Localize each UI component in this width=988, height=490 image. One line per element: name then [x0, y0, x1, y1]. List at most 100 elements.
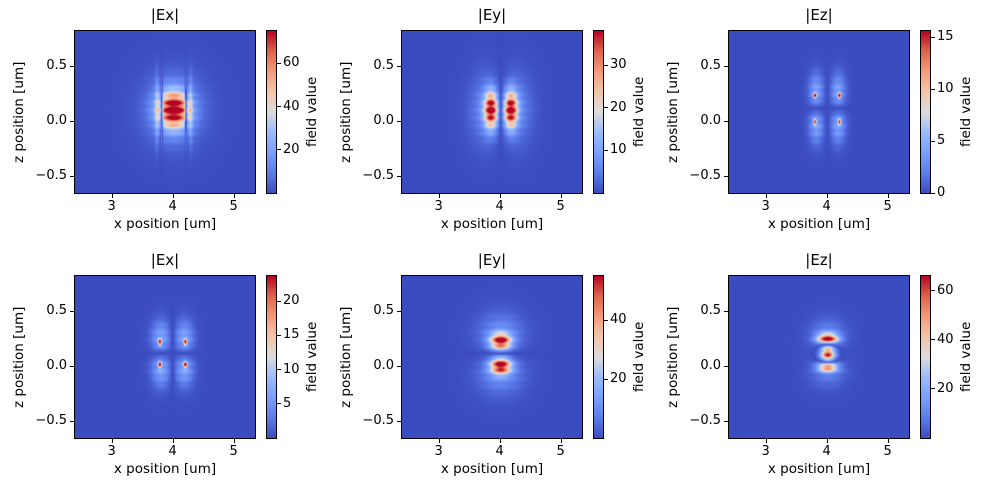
heatmap-plot: [401, 275, 583, 439]
colorbar-tick-mark: [277, 62, 281, 64]
colorbar-tick-mark: [931, 140, 935, 142]
x-axis-label: x position [um]: [440, 216, 544, 232]
colorbar-tick-label: 5: [283, 395, 292, 411]
y-axis-tick-label: −0.5: [689, 168, 721, 184]
colorbar-tick-mark: [277, 369, 281, 371]
y-axis-tick-label: 0.5: [373, 58, 394, 74]
colorbar: [266, 30, 277, 194]
y-tick-mark: [397, 310, 401, 312]
y-axis-tick-label: 0.0: [373, 358, 394, 374]
colorbar-tick-label: 60: [937, 282, 954, 298]
plot-title: |Ex|: [150, 251, 180, 269]
x-tick-mark: [765, 439, 767, 443]
colorbar-label: field value: [631, 321, 647, 393]
colorbar: [920, 30, 931, 194]
x-tick-mark: [172, 194, 174, 198]
heatmap-canvas: [75, 276, 255, 438]
y-axis-tick-label: −0.5: [689, 413, 721, 429]
colorbar-tick-mark: [604, 378, 608, 380]
x-axis-tick-label: 5: [883, 199, 892, 214]
colorbar-tick-mark: [277, 300, 281, 302]
colorbar-tick-mark: [931, 36, 935, 38]
y-tick-mark: [724, 175, 728, 177]
colorbar-canvas: [921, 276, 930, 438]
x-axis-tick-label: 3: [107, 199, 116, 214]
y-axis-tick-label: 0.0: [700, 113, 721, 129]
x-axis-tick-label: 4: [495, 444, 504, 459]
plot-title: |Ex|: [150, 6, 180, 24]
colorbar-canvas: [594, 31, 603, 193]
y-axis-tick-label: 0.5: [46, 303, 67, 319]
x-axis-tick-label: 5: [229, 444, 238, 459]
y-axis-tick-label: 0.0: [373, 113, 394, 129]
x-axis-tick-label: 3: [434, 444, 443, 459]
y-axis-tick-label: −0.5: [362, 168, 394, 184]
colorbar-label: field value: [304, 76, 320, 148]
colorbar-tick-mark: [931, 388, 935, 390]
plot-title: |Ey|: [477, 251, 507, 269]
heatmap-canvas: [75, 31, 255, 193]
x-tick-mark: [560, 194, 562, 198]
x-axis-tick-label: 5: [229, 199, 238, 214]
y-tick-mark: [397, 120, 401, 122]
colorbar-tick-mark: [604, 149, 608, 151]
y-tick-mark: [70, 175, 74, 177]
heatmap-plot: [728, 275, 910, 439]
colorbar-tick-label: 20: [610, 99, 627, 115]
heatmap-canvas: [402, 276, 582, 438]
heatmap-plot: [728, 30, 910, 194]
y-tick-mark: [724, 420, 728, 422]
x-axis-tick-label: 5: [883, 444, 892, 459]
colorbar-label: field value: [304, 321, 320, 393]
colorbar-tick-mark: [277, 403, 281, 405]
colorbar-tick-label: 0: [937, 185, 946, 200]
colorbar-tick-label: 20: [283, 293, 300, 309]
x-tick-mark: [438, 439, 440, 443]
y-axis-tick-label: 0.5: [700, 58, 721, 74]
colorbar-tick-label: 40: [937, 331, 954, 347]
heatmap-canvas: [729, 31, 909, 193]
x-axis-tick-label: 4: [822, 199, 831, 214]
y-axis-label: z position [um]: [665, 306, 681, 408]
y-tick-mark: [70, 365, 74, 367]
y-axis-label: z position [um]: [338, 306, 354, 408]
colorbar: [593, 275, 604, 439]
x-tick-mark: [438, 194, 440, 198]
colorbar-label: field value: [958, 321, 974, 393]
y-tick-mark: [724, 120, 728, 122]
colorbar-tick-mark: [604, 319, 608, 321]
x-tick-mark: [887, 194, 889, 198]
colorbar-tick-label: 20: [937, 380, 954, 396]
x-tick-mark: [111, 194, 113, 198]
colorbar-tick-label: 40: [283, 98, 300, 114]
y-axis-tick-label: 0.0: [46, 113, 67, 129]
colorbar-tick-label: 20: [610, 371, 627, 387]
colorbar: [920, 275, 931, 439]
y-axis-tick-label: 0.5: [700, 303, 721, 319]
x-tick-mark: [111, 439, 113, 443]
x-tick-mark: [499, 439, 501, 443]
x-tick-mark: [765, 194, 767, 198]
x-tick-mark: [560, 439, 562, 443]
heatmap-canvas: [402, 31, 582, 193]
colorbar-tick-mark: [931, 290, 935, 292]
heatmap-plot: [74, 30, 256, 194]
colorbar-tick-mark: [277, 334, 281, 336]
y-axis-label: z position [um]: [665, 61, 681, 163]
colorbar-tick-label: 10: [283, 361, 300, 377]
x-axis-tick-label: 3: [761, 444, 770, 459]
x-axis-label: x position [um]: [440, 461, 544, 477]
x-tick-mark: [826, 194, 828, 198]
y-tick-mark: [70, 310, 74, 312]
y-axis-tick-label: 0.5: [373, 303, 394, 319]
x-axis-label: x position [um]: [767, 216, 871, 232]
y-axis-label: z position [um]: [11, 306, 27, 408]
y-tick-mark: [397, 65, 401, 67]
y-tick-mark: [724, 365, 728, 367]
y-axis-label: z position [um]: [11, 61, 27, 163]
colorbar-canvas: [267, 31, 276, 193]
heatmap-plot: [401, 30, 583, 194]
x-axis-tick-label: 3: [434, 199, 443, 214]
x-axis-tick-label: 4: [168, 199, 177, 214]
